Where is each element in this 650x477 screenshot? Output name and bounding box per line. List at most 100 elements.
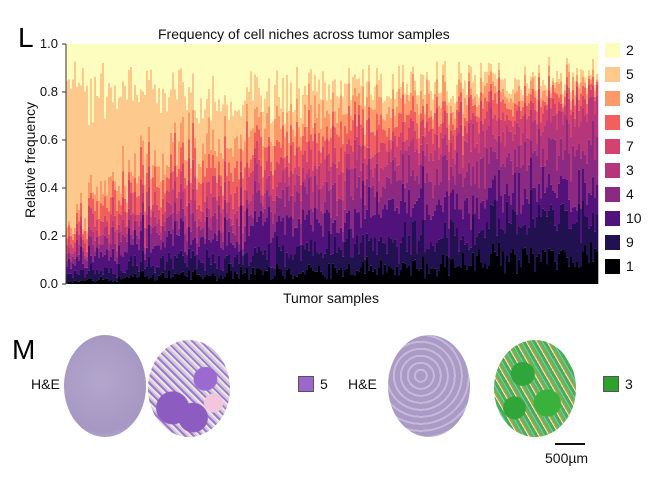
bar-segment-niche-2 bbox=[546, 44, 549, 90]
bar-segment-niche-9 bbox=[284, 266, 287, 279]
bar-segment-niche-4 bbox=[290, 195, 293, 217]
bar-segment-niche-7 bbox=[90, 208, 93, 230]
bar-segment-niche-2 bbox=[250, 44, 253, 72]
legend-swatch bbox=[605, 186, 620, 202]
bar-segment-niche-3 bbox=[482, 130, 485, 158]
bar-segment-niche-10 bbox=[348, 210, 351, 229]
bar-segment-niche-10 bbox=[218, 230, 221, 256]
bar-segment-niche-1 bbox=[236, 273, 239, 284]
bar-segment-niche-4 bbox=[468, 162, 471, 214]
bar-segment-niche-10 bbox=[364, 218, 367, 260]
bar-segment-niche-10 bbox=[90, 255, 93, 264]
bar-segment-niche-4 bbox=[282, 189, 285, 218]
bar-segment-niche-8 bbox=[216, 156, 219, 183]
bar-segment-niche-9 bbox=[504, 233, 507, 274]
bar-segment-niche-4 bbox=[90, 236, 93, 256]
bar-segment-niche-1 bbox=[268, 266, 271, 284]
bar-segment-niche-6 bbox=[94, 210, 97, 227]
bar-segment-niche-8 bbox=[562, 103, 565, 108]
bar-segment-niche-4 bbox=[414, 180, 417, 204]
bar-segment-niche-9 bbox=[174, 255, 177, 274]
bar-segment-niche-3 bbox=[112, 220, 115, 227]
bar-segment-niche-4 bbox=[280, 198, 283, 222]
bar-segment-niche-3 bbox=[538, 100, 541, 129]
bar-segment-niche-5 bbox=[420, 74, 423, 91]
bar-segment-niche-3 bbox=[152, 211, 155, 228]
bar-segment-niche-1 bbox=[142, 270, 145, 284]
bar-segment-niche-4 bbox=[130, 234, 133, 245]
bar-segment-niche-2 bbox=[292, 44, 295, 113]
legend-label: 3 bbox=[626, 162, 634, 178]
bar-segment-niche-8 bbox=[134, 153, 137, 179]
bar-segment-niche-5 bbox=[452, 95, 455, 112]
bar-segment-niche-1 bbox=[250, 273, 253, 284]
bar-segment-niche-2 bbox=[92, 44, 95, 123]
bar-segment-niche-7 bbox=[424, 136, 427, 156]
bar-segment-niche-9 bbox=[346, 238, 349, 269]
bar-segment-niche-5 bbox=[524, 66, 527, 75]
bar-segment-niche-1 bbox=[158, 275, 161, 284]
bar-segment-niche-10 bbox=[410, 216, 413, 255]
bar-segment-niche-8 bbox=[588, 75, 591, 79]
bar-segment-niche-3 bbox=[282, 170, 285, 190]
bar-segment-niche-6 bbox=[212, 154, 215, 176]
bar-segment-niche-9 bbox=[198, 259, 201, 275]
bar-segment-niche-9 bbox=[434, 251, 437, 269]
bar-segment-niche-5 bbox=[550, 86, 553, 94]
bar-segment-niche-1 bbox=[508, 261, 511, 284]
bar-segment-niche-9 bbox=[552, 209, 555, 251]
bar-segment-niche-10 bbox=[384, 204, 387, 244]
bar-segment-niche-3 bbox=[494, 138, 497, 152]
bar-segment-niche-1 bbox=[360, 267, 363, 284]
bar-segment-niche-3 bbox=[266, 179, 269, 191]
legend-swatch bbox=[605, 42, 620, 58]
bar-segment-niche-9 bbox=[554, 225, 557, 262]
bar-segment-niche-2 bbox=[404, 44, 407, 94]
bar-segment-niche-10 bbox=[332, 222, 335, 254]
bar-segment-niche-1 bbox=[426, 263, 429, 284]
bar-segment-niche-10 bbox=[72, 263, 75, 278]
legend-label: 10 bbox=[626, 210, 642, 226]
bar-segment-niche-4 bbox=[454, 184, 457, 210]
bar-segment-niche-7 bbox=[426, 121, 429, 144]
bar-segment-niche-7 bbox=[86, 251, 89, 257]
bar-segment-niche-2 bbox=[232, 44, 235, 116]
bar-segment-niche-10 bbox=[170, 233, 173, 259]
bar-segment-niche-1 bbox=[412, 260, 415, 284]
bar-segment-niche-1 bbox=[328, 263, 331, 284]
stacked-bar-chart bbox=[62, 43, 599, 285]
bar-segment-niche-2 bbox=[474, 44, 477, 75]
bar-segment-niche-2 bbox=[258, 44, 261, 88]
bar-segment-niche-3 bbox=[308, 168, 311, 178]
bar-segment-niche-9 bbox=[316, 252, 319, 272]
bar-segment-niche-2 bbox=[112, 44, 115, 103]
bar-segment-niche-2 bbox=[322, 44, 325, 72]
bar-segment-niche-3 bbox=[134, 214, 137, 221]
bar-segment-niche-6 bbox=[98, 218, 101, 236]
bar-segment-niche-2 bbox=[184, 44, 187, 97]
legend-swatch bbox=[605, 90, 620, 106]
bar-segment-niche-6 bbox=[214, 167, 217, 176]
bar-segment-niche-10 bbox=[568, 199, 571, 229]
bar-segment-niche-7 bbox=[456, 127, 459, 136]
bar-segment-niche-3 bbox=[100, 235, 103, 246]
bar-segment-niche-9 bbox=[354, 243, 357, 276]
bar-segment-niche-5 bbox=[96, 95, 99, 187]
bar-segment-niche-9 bbox=[586, 216, 589, 256]
bar-segment-niche-7 bbox=[508, 119, 511, 132]
bar-segment-niche-8 bbox=[254, 108, 257, 133]
bar-segment-niche-2 bbox=[196, 44, 199, 118]
bar-segment-niche-1 bbox=[144, 276, 147, 284]
bar-segment-niche-6 bbox=[376, 113, 379, 130]
legend-item-7: 7 bbox=[605, 136, 634, 156]
bar-segment-niche-5 bbox=[276, 70, 279, 106]
bar-segment-niche-3 bbox=[70, 253, 73, 262]
legend-item-4: 4 bbox=[605, 184, 634, 204]
bar-segment-niche-5 bbox=[234, 110, 237, 139]
bar-segment-niche-9 bbox=[118, 263, 121, 277]
bar-segment-niche-3 bbox=[518, 126, 521, 146]
legend-item-9: 9 bbox=[605, 232, 634, 252]
bar-segment-niche-5 bbox=[104, 118, 107, 181]
bar-segment-niche-8 bbox=[196, 178, 199, 190]
bar-segment-niche-1 bbox=[358, 271, 361, 284]
